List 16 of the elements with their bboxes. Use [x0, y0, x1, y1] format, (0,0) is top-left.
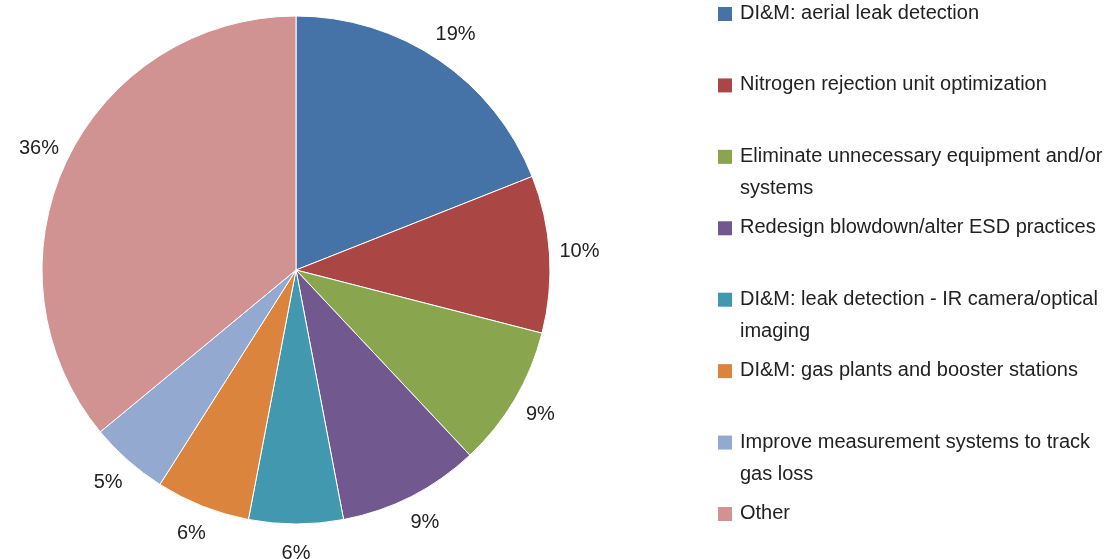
data-label: 9%: [526, 401, 556, 424]
legend-label: Other: [740, 501, 791, 524]
data-label: 19%: [435, 22, 476, 45]
legend-label: DI&M: aerial leak detection: [740, 1, 980, 24]
legend-label: DI&M: leak detection - IR camera/optical imaging: [740, 287, 1098, 341]
data-label: 6%: [177, 521, 207, 544]
legend-label: DI&M: gas plants and booster stations: [740, 358, 1078, 381]
data-label: 6%: [281, 541, 311, 559]
legend-label: Nitrogen rejection unit optimization: [740, 72, 1047, 95]
data-label: 5%: [93, 470, 123, 493]
data-label: 9%: [410, 510, 440, 533]
legend-label: Redesign blowdown/alter ESD practices: [740, 215, 1096, 238]
data-label: 36%: [19, 136, 60, 159]
data-label: 10%: [559, 239, 600, 262]
legend-label: Improve measurement systems to track gas loss: [740, 429, 1092, 484]
legend-label: Eliminate unnecessary equipment and/or systems: [740, 144, 1103, 199]
